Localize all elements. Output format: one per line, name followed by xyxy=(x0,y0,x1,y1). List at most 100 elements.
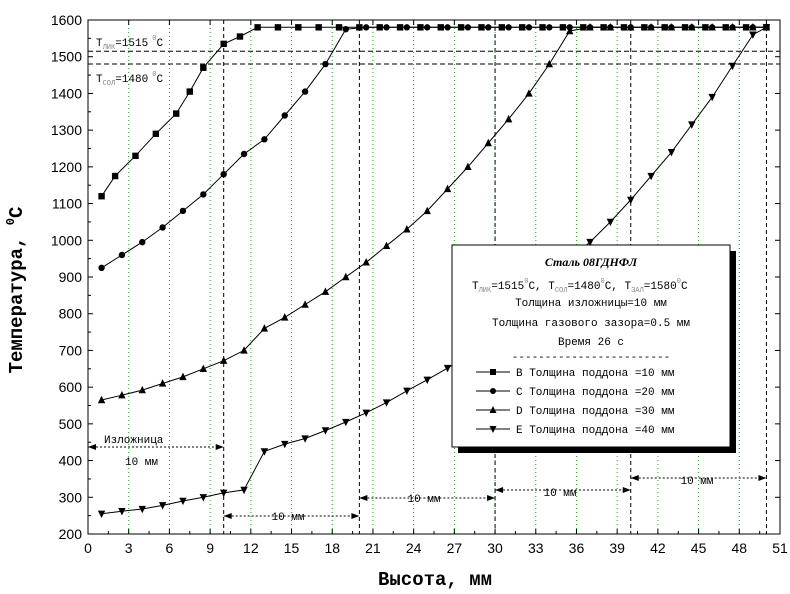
arrow-head xyxy=(622,487,631,493)
x-tick-label: 3 xyxy=(125,540,133,556)
legend-marker xyxy=(490,369,496,375)
arrow-head xyxy=(487,495,496,501)
data-point xyxy=(728,62,737,71)
data-point xyxy=(443,364,452,373)
x-tick-label: 48 xyxy=(732,540,748,556)
data-point xyxy=(443,184,452,193)
series-line xyxy=(101,26,767,269)
x-tick-label: 27 xyxy=(447,540,463,556)
legend-t2-value: =1480 xyxy=(567,281,600,293)
y-tick-label: 1000 xyxy=(51,232,82,248)
legend-t1-unit: C, xyxy=(528,281,548,293)
y-tick-label: 1400 xyxy=(51,85,82,101)
data-point xyxy=(545,59,554,68)
data-point xyxy=(647,23,655,31)
x-tick-label: 33 xyxy=(528,540,544,556)
t-sol-label: TСОЛ=1480 0C xyxy=(96,71,163,88)
data-point xyxy=(362,258,370,266)
t-sol-sup: 0 xyxy=(152,71,156,79)
arrow-head xyxy=(495,487,504,493)
legend-entries: B Толщина поддона =10 мм C Толщина поддон… xyxy=(476,368,675,437)
data-point xyxy=(254,24,261,31)
y-tick-label: 800 xyxy=(59,306,83,322)
x-tick-label: 12 xyxy=(243,540,259,556)
data-point xyxy=(179,497,187,506)
x-tick-label: 9 xyxy=(206,540,214,556)
data-point xyxy=(335,24,343,31)
legend-t1-sub: ЛИК xyxy=(479,287,492,295)
y-axis-title-unit: C xyxy=(6,207,28,218)
x-tick-label: 18 xyxy=(324,540,340,556)
mold-label-line1: Изложница xyxy=(104,435,164,447)
x-tick-label: 51 xyxy=(772,540,788,556)
legend-t3-sub: ЗАЛ xyxy=(631,287,644,295)
x-tick-label: 21 xyxy=(365,540,381,556)
t-sol-prefix: T xyxy=(96,74,103,86)
data-point xyxy=(261,136,268,143)
arrow-head xyxy=(630,475,639,481)
x-tick-label: 15 xyxy=(284,540,300,556)
data-point xyxy=(274,24,282,31)
data-point xyxy=(565,26,574,35)
data-point xyxy=(172,110,180,117)
data-point xyxy=(301,88,309,95)
data-point xyxy=(260,448,269,456)
reference-lines xyxy=(88,50,780,65)
data-point xyxy=(322,60,329,68)
data-point xyxy=(586,23,594,31)
legend: Сталь 08ГДНФЛ TЛИК=15150C, TСОЛ=14800C, … xyxy=(451,244,736,453)
span-label-4: 10 мм xyxy=(680,476,713,488)
legend-box xyxy=(451,244,731,448)
data-point xyxy=(158,502,167,510)
t-liq-label: TЛИК=1515 0C xyxy=(96,35,163,52)
y-tick-label: 600 xyxy=(59,379,83,395)
data-point xyxy=(688,121,696,129)
data-point xyxy=(525,24,533,31)
data-point xyxy=(200,64,207,71)
t-liq-unit: C xyxy=(156,38,163,50)
y-axis-title: Температура, 0C xyxy=(4,207,28,374)
data-point xyxy=(342,272,350,281)
legend-marker xyxy=(490,388,496,394)
data-point xyxy=(383,24,390,31)
data-point xyxy=(504,114,513,123)
data-point xyxy=(186,88,193,95)
span-label-2: 10 мм xyxy=(407,494,440,506)
arrow-head xyxy=(359,495,368,501)
y-tick-label: 1200 xyxy=(51,159,82,175)
data-point xyxy=(301,435,309,443)
y-tick-label: 300 xyxy=(59,489,83,505)
data-point xyxy=(749,23,757,31)
t-liq-prefix: T xyxy=(96,38,103,50)
legend-t3-sup: 0 xyxy=(677,278,681,286)
data-point xyxy=(315,24,322,31)
y-tick-label: 400 xyxy=(59,453,83,469)
data-point xyxy=(118,508,126,516)
legend-time: Время 26 с xyxy=(558,337,624,349)
data-point xyxy=(321,427,330,435)
data-point xyxy=(220,171,227,178)
data-point xyxy=(138,505,146,514)
series-line xyxy=(101,26,767,515)
data-point xyxy=(139,238,146,246)
t-liq-value: =1515 xyxy=(115,38,148,50)
data-point xyxy=(484,138,492,147)
data-point xyxy=(667,23,676,31)
data-point xyxy=(98,193,105,200)
data-point xyxy=(138,385,146,394)
series-layer xyxy=(97,23,771,519)
arrow-head xyxy=(758,475,767,481)
data-point xyxy=(152,130,160,138)
legend-t3-unit: C xyxy=(681,281,688,293)
x-tick-label: 24 xyxy=(406,540,422,556)
data-point xyxy=(546,24,553,31)
data-point xyxy=(485,24,492,31)
data-point xyxy=(762,24,771,32)
t-sol-sub: СОЛ xyxy=(103,80,116,88)
t-sol-value: =1480 xyxy=(115,74,148,86)
data-point xyxy=(464,24,472,31)
data-point xyxy=(403,225,411,233)
span-label-3: 10 мм xyxy=(543,488,576,500)
data-point xyxy=(586,238,594,247)
